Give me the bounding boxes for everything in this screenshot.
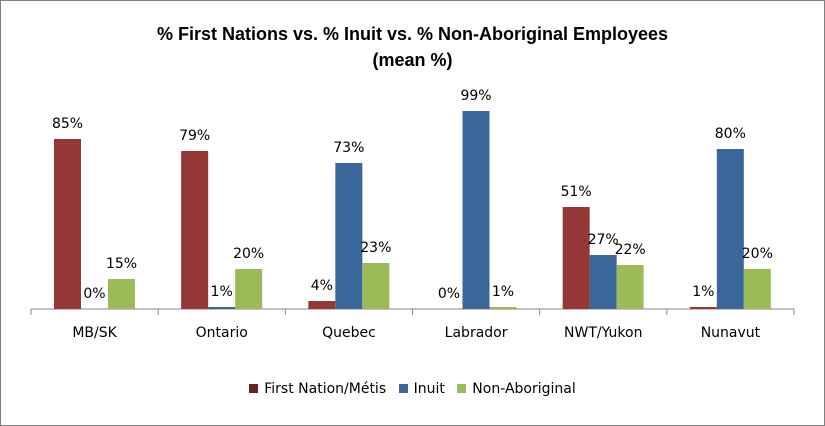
category-label-quebec: Quebec — [322, 325, 376, 341]
legend-swatch-inuit — [398, 384, 408, 393]
data-label-first-nation-m-tis-ontario: 79% — [179, 128, 210, 144]
data-label-inuit-nwt-yukon: 27% — [588, 232, 619, 248]
legend-swatch-non-aboriginal — [457, 384, 467, 393]
legend-label-inuit: Inuit — [413, 381, 445, 397]
bar-first-nation-m-tis-ontario — [181, 151, 209, 309]
legend-swatch-first-nation — [249, 384, 259, 393]
bar-first-nation-m-tis-nwt-yukon — [562, 207, 590, 309]
bar-first-nation-m-tis-mb-sk — [54, 139, 81, 309]
bar-non-aboriginal-labrador — [489, 307, 517, 309]
data-label-first-nation-m-tis-nwt-yukon: 51% — [561, 184, 592, 200]
chart-title-line2: (mean %) — [372, 50, 453, 70]
data-label-inuit-quebec: 73% — [333, 140, 364, 156]
chart-title-line1: % First Nations vs. % Inuit vs. % Non-Ab… — [156, 24, 669, 44]
data-label-non-aboriginal-quebec: 23% — [360, 240, 391, 256]
bar-first-nation-m-tis-nunavut — [689, 307, 717, 309]
data-label-non-aboriginal-mb-sk: 15% — [106, 256, 137, 272]
data-label-first-nation-m-tis-labrador: 0% — [438, 286, 460, 302]
legend: First Nation/Métis Inuit Non-Aboriginal — [1, 381, 824, 397]
data-label-first-nation-m-tis-nunavut: 1% — [692, 284, 714, 300]
category-label-nwt-yukon: NWT/Yukon — [564, 325, 642, 341]
data-label-inuit-nunavut: 80% — [715, 126, 746, 142]
bar-inuit-nunavut — [716, 149, 744, 309]
category-label-mb-sk: MB/SK — [72, 325, 117, 341]
legend-item-first-nation: First Nation/Métis — [249, 381, 386, 397]
bar-non-aboriginal-mb-sk — [108, 279, 135, 309]
chart-title: % First Nations vs. % Inuit vs. % Non-Ab… — [1, 21, 824, 73]
bar-inuit-ontario — [208, 307, 236, 309]
data-label-inuit-mb-sk: 0% — [83, 286, 105, 302]
bar-non-aboriginal-nunavut — [743, 269, 771, 309]
bar-non-aboriginal-nwt-yukon — [616, 265, 644, 309]
legend-label-first-nation: First Nation/Métis — [264, 381, 387, 397]
data-label-inuit-labrador: 99% — [460, 88, 491, 104]
bar-inuit-nwt-yukon — [589, 255, 617, 309]
category-label-nunavut: Nunavut — [701, 325, 761, 341]
bar-first-nation-m-tis-quebec — [308, 301, 336, 309]
data-label-non-aboriginal-ontario: 20% — [233, 246, 264, 262]
bar-non-aboriginal-ontario — [235, 269, 263, 309]
bar-non-aboriginal-quebec — [362, 263, 390, 309]
data-label-non-aboriginal-labrador: 1% — [492, 284, 514, 300]
data-label-first-nation-m-tis-mb-sk: 85% — [52, 116, 83, 132]
data-label-first-nation-m-tis-quebec: 4% — [311, 278, 333, 294]
bar-inuit-quebec — [335, 163, 363, 309]
bar-inuit-labrador — [462, 111, 490, 309]
data-label-non-aboriginal-nunavut: 20% — [742, 246, 773, 262]
legend-item-non-aboriginal: Non-Aboriginal — [457, 381, 576, 397]
legend-item-inuit: Inuit — [398, 381, 445, 397]
data-label-non-aboriginal-nwt-yukon: 22% — [615, 242, 646, 258]
category-label-labrador: Labrador — [445, 325, 508, 341]
category-label-ontario: Ontario — [196, 325, 248, 341]
legend-label-non-aboriginal: Non-Aboriginal — [472, 381, 576, 397]
data-label-inuit-ontario: 1% — [211, 284, 233, 300]
